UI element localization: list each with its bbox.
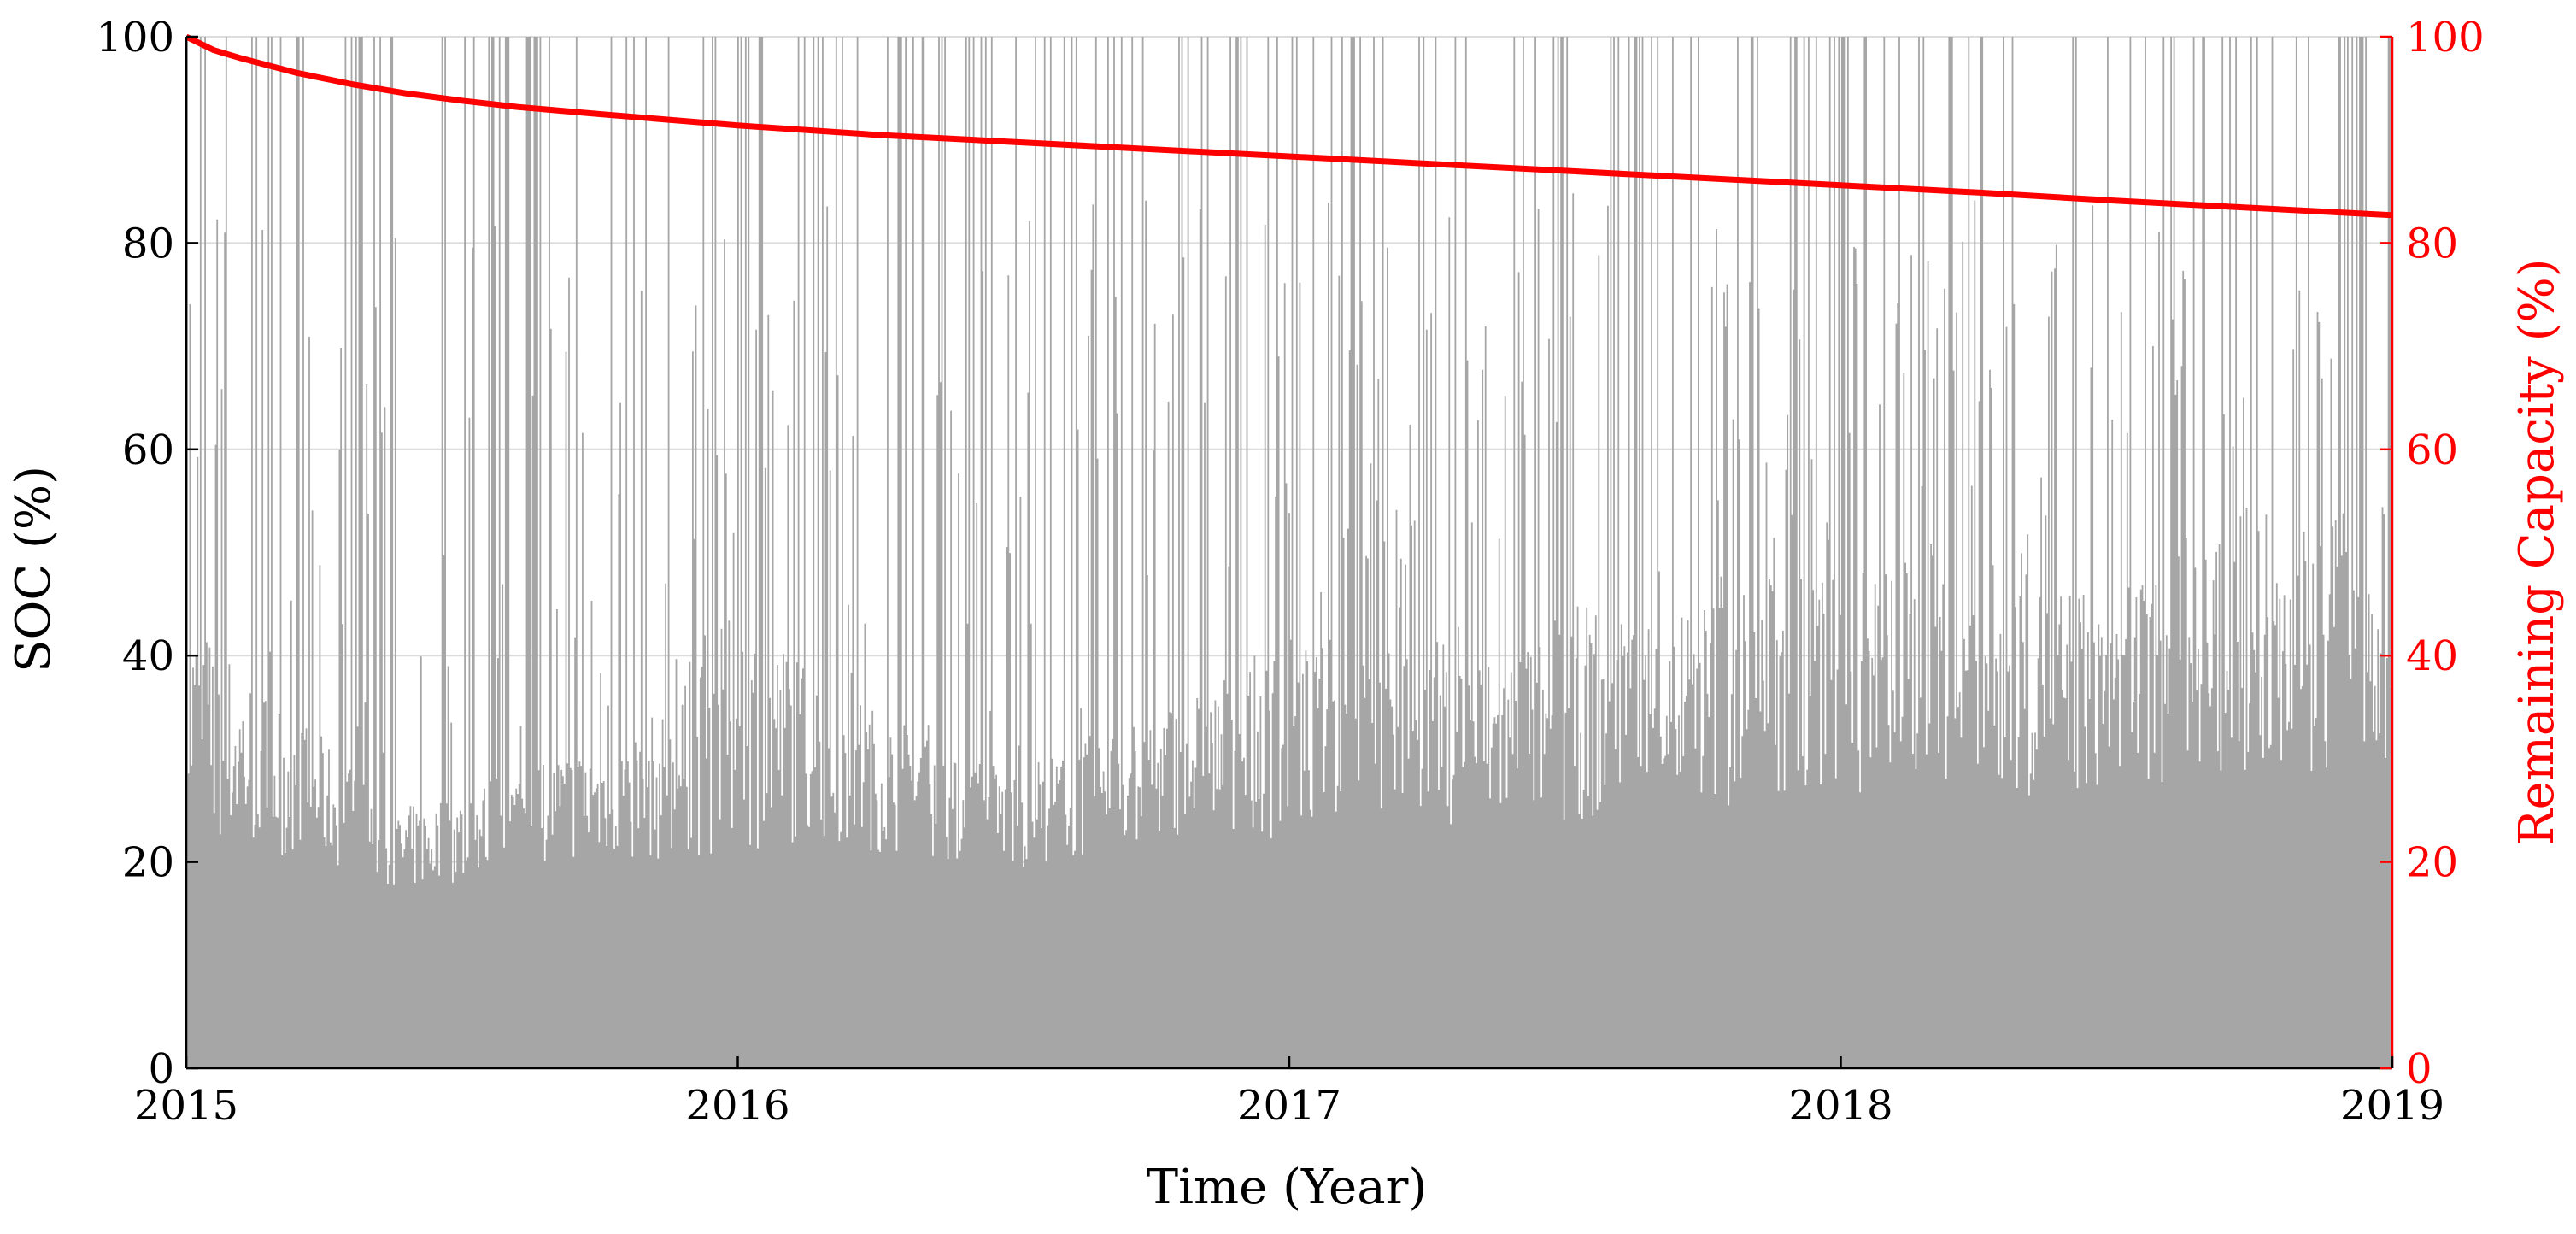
y-left-tick-label-0: 0: [148, 1045, 174, 1093]
x-tick-label-2015: 2015: [134, 1082, 238, 1130]
y-left-tick-label-40: 40: [122, 632, 174, 680]
y-right-tick-label-40: 40: [2406, 632, 2458, 680]
x-tick-label-2016: 2016: [685, 1082, 789, 1130]
y-left-tick-label-20: 20: [122, 839, 174, 887]
x-tick-label-2017: 2017: [1237, 1082, 1341, 1130]
y-right-tick-label-20: 20: [2406, 839, 2458, 887]
x-tick-label-2019: 2019: [2340, 1082, 2444, 1130]
capacity-line: [185, 33, 2393, 219]
y-left-tick-label-60: 60: [122, 426, 174, 474]
y-right-tick-label-100: 100: [2406, 14, 2485, 62]
y-left-tick-label-80: 80: [122, 220, 174, 267]
y-right-tick-label-60: 60: [2406, 426, 2458, 474]
soc-series: [186, 37, 2392, 1068]
y-axis-left-label: SOC (%): [6, 466, 62, 673]
y-left-tick-label-100: 100: [96, 14, 174, 62]
soc-daily-bars: [186, 37, 2392, 1068]
y-axis-right-label: Remaining Capacity (%): [2509, 259, 2565, 846]
axis-labels: Time (Year) SOC (%) Remaining Capacity (…: [6, 259, 2565, 1215]
x-tick-label-2018: 2018: [1788, 1082, 1892, 1130]
y-right-tick-label-0: 0: [2406, 1045, 2432, 1093]
x-axis-label: Time (Year): [1147, 1160, 1427, 1215]
y-right-tick-label-80: 80: [2406, 220, 2458, 267]
axes: 0 20 40 60 80 100 0 20 40 60 80 100 2015 2016 2017 2018…: [96, 14, 2484, 1130]
capacity-series: [185, 33, 2393, 219]
